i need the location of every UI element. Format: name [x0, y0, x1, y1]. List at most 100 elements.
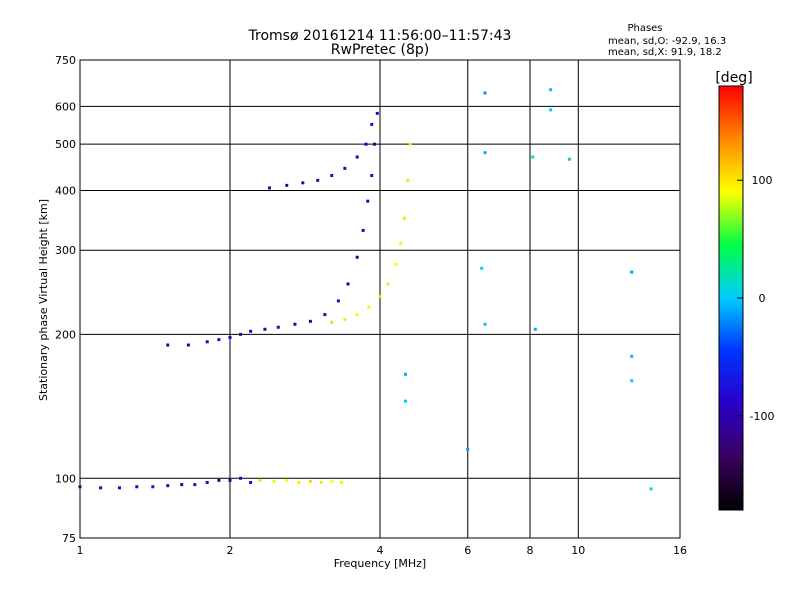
colorbar: [deg] 100 0 -100 [715, 70, 774, 511]
data-point [375, 111, 379, 115]
data-point [373, 142, 377, 146]
data-point [308, 319, 312, 323]
data-point [370, 122, 374, 126]
colorbar-ticks: 100 0 -100 [737, 174, 774, 423]
x-tick-label: 2 [227, 544, 234, 557]
data-point [630, 354, 634, 358]
data-point [406, 178, 410, 182]
data-point [549, 108, 553, 112]
data-point [205, 340, 209, 344]
data-point [217, 338, 221, 342]
data-points [78, 88, 653, 491]
y-tick-label: 100 [55, 472, 76, 485]
data-point [330, 173, 334, 177]
data-point [272, 479, 276, 483]
x-tick-label: 1 [77, 544, 84, 557]
data-point [480, 266, 484, 270]
y-tick-label: 75 [62, 532, 76, 545]
data-point [533, 327, 537, 331]
data-point [117, 486, 121, 490]
x-tick-label: 16 [673, 544, 687, 557]
chart-subtitle: RwPretec (8p) [331, 42, 429, 58]
colorbar-tick-label: -100 [750, 410, 775, 423]
data-point [249, 480, 253, 484]
data-point [301, 181, 305, 185]
data-point [336, 299, 340, 303]
data-point [316, 178, 320, 182]
data-point [361, 228, 365, 232]
data-point [285, 183, 289, 187]
data-point [78, 485, 82, 489]
y-tick-label: 750 [55, 54, 76, 67]
phases-o-stats: mean, sd,O: -92.9, 16.3 [608, 36, 726, 47]
data-point [135, 485, 139, 489]
x-tick-label: 10 [571, 544, 585, 557]
data-point [180, 483, 184, 487]
data-point [297, 480, 301, 484]
data-point [239, 332, 243, 336]
colorbar-tick-label: 100 [752, 174, 773, 187]
y-axis-label: Stationary phase Virtual Height [km] [37, 199, 50, 401]
data-point [567, 157, 571, 161]
x-tick-label: 6 [464, 544, 471, 557]
data-point [249, 329, 253, 333]
data-point [267, 186, 271, 190]
y-tick-label: 600 [55, 100, 76, 113]
data-point [340, 480, 344, 484]
data-point [228, 478, 232, 482]
colorbar-tick-label: 0 [759, 292, 766, 305]
data-point [343, 317, 347, 321]
y-tick-label: 200 [55, 328, 76, 341]
data-point [355, 155, 359, 159]
data-point [408, 142, 412, 146]
data-point [630, 270, 634, 274]
data-point [466, 447, 470, 451]
y-tick-label: 300 [55, 244, 76, 257]
data-point [346, 282, 350, 286]
data-point [403, 216, 407, 220]
data-point [367, 305, 371, 309]
data-point [394, 263, 398, 267]
data-point [323, 313, 327, 317]
x-tick-label: 8 [527, 544, 534, 557]
x-axis-label: Frequency [MHz] [334, 557, 426, 570]
data-point [378, 295, 382, 299]
data-point [239, 476, 243, 480]
data-point [151, 485, 155, 489]
data-point [330, 320, 334, 324]
data-point [285, 478, 289, 482]
data-point [343, 166, 347, 170]
data-point [166, 343, 170, 347]
data-point [531, 155, 535, 159]
axis-ticks: 1 2 4 6 8 10 16 75 100 200 300 400 500 600 750 [55, 54, 687, 557]
data-point [263, 327, 267, 331]
y-tick-label: 400 [55, 184, 76, 197]
data-point [549, 88, 553, 92]
data-point [99, 486, 103, 490]
data-point [293, 322, 297, 326]
data-point [217, 478, 221, 482]
data-point [386, 282, 390, 286]
data-point [399, 241, 403, 245]
data-point [483, 91, 487, 95]
data-point [483, 322, 487, 326]
data-point [308, 479, 312, 483]
data-point [258, 478, 262, 482]
data-point [330, 479, 334, 483]
data-point [205, 480, 209, 484]
data-point [403, 399, 407, 403]
grid [79, 60, 681, 538]
data-point [403, 372, 407, 376]
data-point [370, 173, 374, 177]
x-tick-label: 4 [377, 544, 384, 557]
data-point [276, 325, 280, 329]
plot-area: 1 2 4 6 8 10 16 75 100 200 300 400 500 600 750 [55, 54, 687, 557]
data-point [186, 343, 190, 347]
data-point [364, 142, 368, 146]
data-point [366, 199, 370, 203]
data-point [630, 379, 634, 383]
data-point [649, 487, 653, 491]
phases-title: Phases [627, 23, 662, 34]
data-point [355, 255, 359, 259]
